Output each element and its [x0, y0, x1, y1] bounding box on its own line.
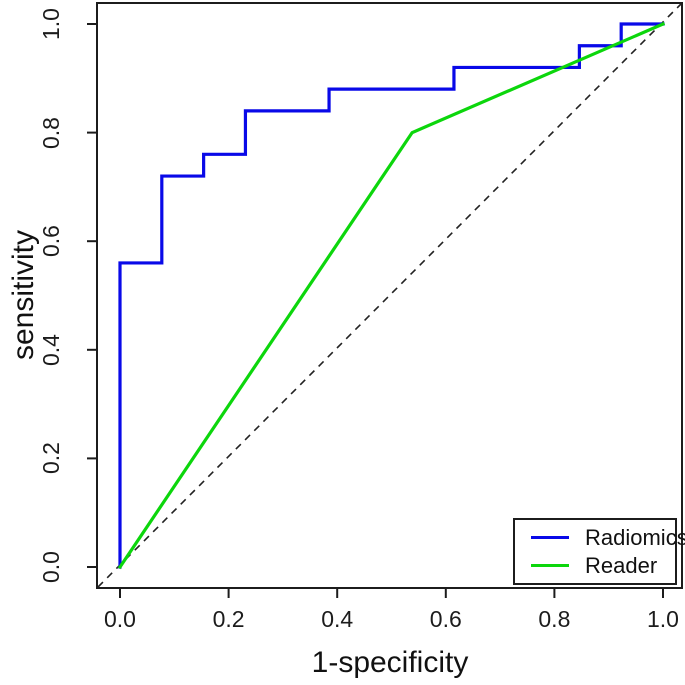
x-tick-label: 0.6	[429, 606, 462, 632]
x-tick-label: 0.8	[538, 606, 571, 632]
reader-line-swatch	[531, 564, 569, 567]
x-tick-label: 0.4	[321, 606, 354, 632]
x-tick-label: 0.2	[212, 606, 245, 632]
y-axis-title: sensitivity	[7, 229, 40, 361]
y-tick-label: 0.4	[38, 333, 64, 366]
y-tick-label: 1.0	[38, 8, 64, 40]
y-tick-label: 0.2	[38, 442, 64, 475]
x-tick-label: 1.0	[647, 606, 679, 632]
legend-label-radiomics: Radiomics	[585, 524, 685, 550]
legend-item-radiomics: Radiomics	[515, 525, 685, 551]
y-tick-label: 0.8	[38, 116, 64, 149]
radiomics-line-swatch	[531, 536, 569, 539]
x-axis-title: 1-specificity	[311, 646, 469, 679]
legend-label-reader: Reader	[585, 552, 658, 578]
x-tick-label: 0.0	[104, 606, 136, 632]
y-tick-label: 0.0	[38, 551, 64, 583]
y-tick-label: 0.6	[38, 225, 64, 258]
legend-item-reader: Reader	[515, 553, 675, 579]
legend: Radiomics Reader	[513, 518, 685, 585]
